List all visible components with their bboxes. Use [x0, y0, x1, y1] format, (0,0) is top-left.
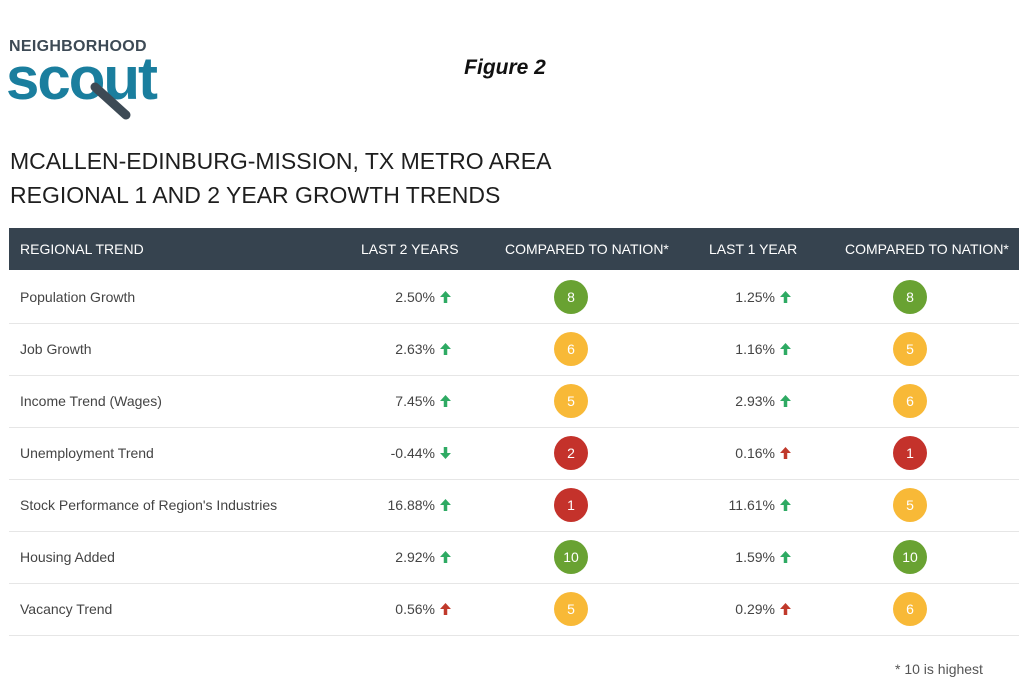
arrow: [440, 291, 451, 303]
value-2y: 16.88%: [387, 497, 435, 513]
value-2y: 7.45%: [395, 393, 435, 409]
header-cell: REGIONAL TREND: [20, 241, 144, 257]
rank-badge: 6: [893, 592, 927, 626]
trend-label: Housing Added: [20, 549, 115, 565]
value-1y: 1.16%: [735, 341, 775, 357]
rank-badge: 5: [893, 488, 927, 522]
table-row: Stock Performance of Region's Industries…: [9, 479, 1019, 532]
rank-badge: 5: [554, 384, 588, 418]
header-cell: LAST 2 YEARS: [361, 241, 459, 257]
arrow: [440, 551, 451, 563]
arrow: [780, 291, 791, 303]
arrow: [780, 603, 791, 615]
logo-handle: [90, 82, 131, 120]
rank-badge: 10: [893, 540, 927, 574]
arrow: [780, 395, 791, 407]
table-row: Vacancy Trend 0.56% 5 0.29% 6: [9, 583, 1019, 636]
table-row: Unemployment Trend -0.44% 2 0.16% 1: [9, 427, 1019, 480]
value-2y: 2.63%: [395, 341, 435, 357]
value-1y: 11.61%: [728, 497, 775, 513]
trend-label: Job Growth: [20, 341, 92, 357]
arrow: [440, 603, 451, 615]
rank-badge: 10: [554, 540, 588, 574]
trend-label: Vacancy Trend: [20, 601, 113, 617]
table-row: Job Growth 2.63% 6 1.16% 5: [9, 323, 1019, 376]
header-cell: COMPARED TO NATION*: [845, 241, 1009, 257]
trend-label: Unemployment Trend: [20, 445, 154, 461]
rank-badge: 2: [554, 436, 588, 470]
footnote: * 10 is highest: [895, 661, 983, 677]
arrow: [440, 395, 451, 407]
table-row: Housing Added 2.92% 10 1.59% 10: [9, 531, 1019, 584]
table-row: Income Trend (Wages) 7.45% 5 2.93% 6: [9, 375, 1019, 428]
arrow: [780, 551, 791, 563]
title-line: REGIONAL 1 AND 2 YEAR GROWTH TRENDS: [10, 182, 501, 208]
value-1y: 2.93%: [735, 393, 775, 409]
rank-badge: 6: [554, 332, 588, 366]
header-cell: COMPARED TO NATION*: [505, 241, 669, 257]
arrow: [780, 447, 791, 459]
logo-top: NEIGHBORHOOD: [9, 38, 147, 55]
figure-label: Figure 2: [464, 56, 546, 79]
value-1y: 0.16%: [735, 445, 775, 461]
table-header: REGIONAL TREND LAST 2 YEARS COMPARED TO …: [9, 228, 1019, 270]
trend-label: Income Trend (Wages): [20, 393, 162, 409]
value-2y: 2.92%: [395, 549, 435, 565]
rank-badge: 6: [893, 384, 927, 418]
header-cell: LAST 1 YEAR: [709, 241, 798, 257]
value-2y: 2.50%: [395, 289, 435, 305]
rank-badge: 5: [554, 592, 588, 626]
arrow: [440, 343, 451, 355]
rank-badge: 5: [893, 332, 927, 366]
rank-badge: 8: [554, 280, 588, 314]
value-1y: 0.29%: [735, 601, 775, 617]
trend-label: Population Growth: [20, 289, 136, 305]
table-row: Population Growth 2.50% 8 1.25% 8: [9, 271, 1019, 324]
rank-badge: 1: [554, 488, 588, 522]
trend-label: Stock Performance of Region's Industries: [20, 497, 278, 513]
arrow: [440, 447, 451, 459]
arrow: [780, 499, 791, 511]
value-2y: -0.44%: [390, 445, 435, 461]
rank-badge: 8: [893, 280, 927, 314]
rank-badge: 1: [893, 436, 927, 470]
value-2y: 0.56%: [395, 601, 435, 617]
value-1y: 1.25%: [735, 289, 775, 305]
value-1y: 1.59%: [735, 549, 775, 565]
arrow: [780, 343, 791, 355]
arrow: [440, 499, 451, 511]
logo-bottom: scout: [6, 45, 158, 112]
title-line: MCALLEN-EDINBURG-MISSION, TX METRO AREA: [10, 148, 552, 174]
